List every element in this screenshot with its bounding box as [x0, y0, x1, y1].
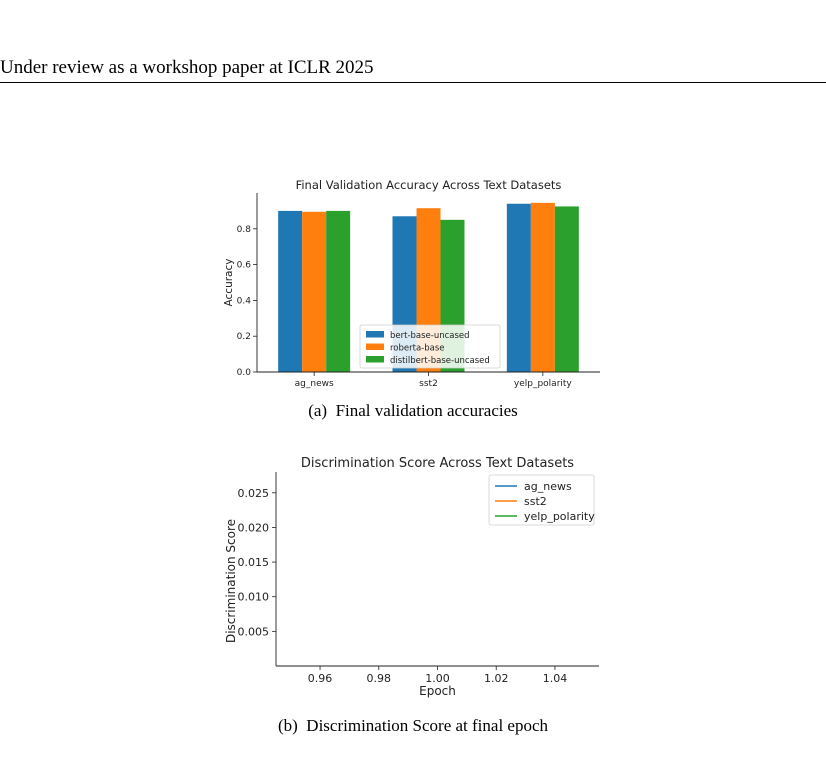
- y-axis-label: Discrimination Score: [224, 519, 238, 643]
- legend-label: ag_news: [524, 480, 572, 493]
- y-tick-label: 0.025: [238, 487, 270, 500]
- x-tick-label: 1.00: [425, 672, 450, 685]
- bar-ag_news-bert-base-uncased: [278, 210, 303, 372]
- legend-box: [359, 324, 501, 369]
- running-header: Under review as a workshop paper at ICLR…: [0, 56, 826, 83]
- bar-yelp_polarity-bert-base-uncased: [506, 203, 531, 372]
- y-tick-label: 0.8: [237, 225, 252, 235]
- x-tick-label: yelp_polarity: [514, 379, 573, 389]
- legend-label: distilbert-base-uncased: [390, 356, 490, 366]
- bar-yelp_polarity-distilbert-base-uncased: [554, 206, 579, 372]
- y-tick-label: 0.005: [238, 625, 270, 638]
- figure-b-caption: (b) Discrimination Score at final epoch: [277, 716, 549, 735]
- y-tick-label: 0.0: [237, 368, 252, 378]
- x-tick-label: 0.98: [367, 672, 392, 685]
- bar-chart-validation-accuracy: Final Validation Accuracy Across Text Da…: [223, 178, 600, 389]
- legend-swatch-distilbert-base-uncased: [366, 356, 384, 363]
- x-tick-label: 1.04: [543, 672, 568, 685]
- y-tick-label: 0.020: [238, 521, 270, 534]
- legend-swatch-bert-base-uncased: [366, 331, 384, 338]
- bar-ag_news-roberta-base: [302, 211, 327, 372]
- y-axis-label: Accuracy: [223, 259, 235, 307]
- y-tick-label: 0.2: [237, 332, 251, 342]
- y-tick-label: 0.015: [238, 556, 270, 569]
- figure-a: Final Validation Accuracy Across Text Da…: [0, 170, 826, 395]
- bar-yelp_polarity-roberta-base: [530, 202, 555, 372]
- y-tick-label: 0.6: [237, 261, 252, 271]
- legend-label: yelp_polarity: [524, 510, 595, 523]
- y-tick-label: 0.010: [238, 591, 270, 604]
- figure-b: Discrimination Score Across Text Dataset…: [0, 450, 826, 705]
- y-tick-label: 0.4: [237, 296, 252, 306]
- legend-label: sst2: [524, 495, 547, 508]
- x-axis-label: Epoch: [419, 684, 456, 698]
- x-tick-label: ag_news: [295, 379, 334, 389]
- legend-label: roberta-base: [390, 344, 445, 354]
- legend-label: bert-base-uncased: [390, 331, 470, 341]
- x-tick-label: 1.02: [484, 672, 509, 685]
- legend-box: [488, 474, 595, 526]
- line-chart-discrimination-score: Discrimination Score Across Text Dataset…: [224, 456, 599, 698]
- legend-swatch-roberta-base: [366, 343, 384, 350]
- chart-title: Discrimination Score Across Text Dataset…: [301, 456, 574, 471]
- figure-a-caption: (a) Final validation accuracies: [308, 401, 518, 420]
- running-title: Under review as a workshop paper at ICLR…: [0, 57, 374, 78]
- x-tick-label: 0.96: [308, 672, 333, 685]
- bar-ag_news-distilbert-base-uncased: [326, 210, 351, 372]
- chart-title: Final Validation Accuracy Across Text Da…: [296, 178, 562, 192]
- x-tick-label: sst2: [419, 379, 438, 389]
